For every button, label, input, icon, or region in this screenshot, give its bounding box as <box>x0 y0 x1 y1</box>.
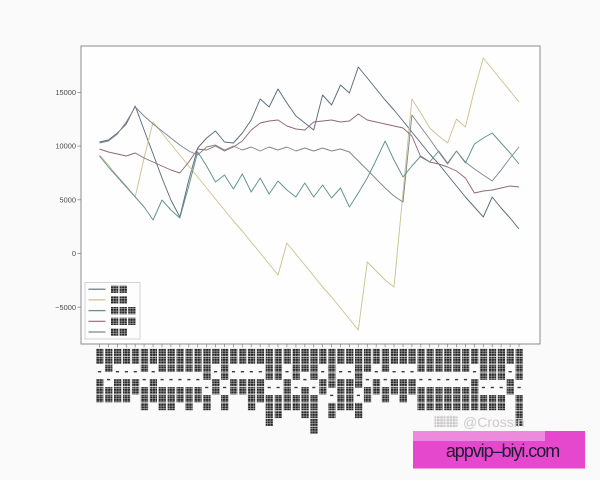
svg-text:@Crossin: @Crossin <box>463 414 525 430</box>
svg-text:0: 0 <box>72 249 76 258</box>
svg-text:10000: 10000 <box>55 142 76 151</box>
svg-text:−5000: −5000 <box>55 303 76 312</box>
svg-text:5000: 5000 <box>60 195 76 204</box>
svg-text:15000: 15000 <box>55 88 76 97</box>
svg-text:appvip–biyi.com: appvip–biyi.com <box>446 441 559 461</box>
